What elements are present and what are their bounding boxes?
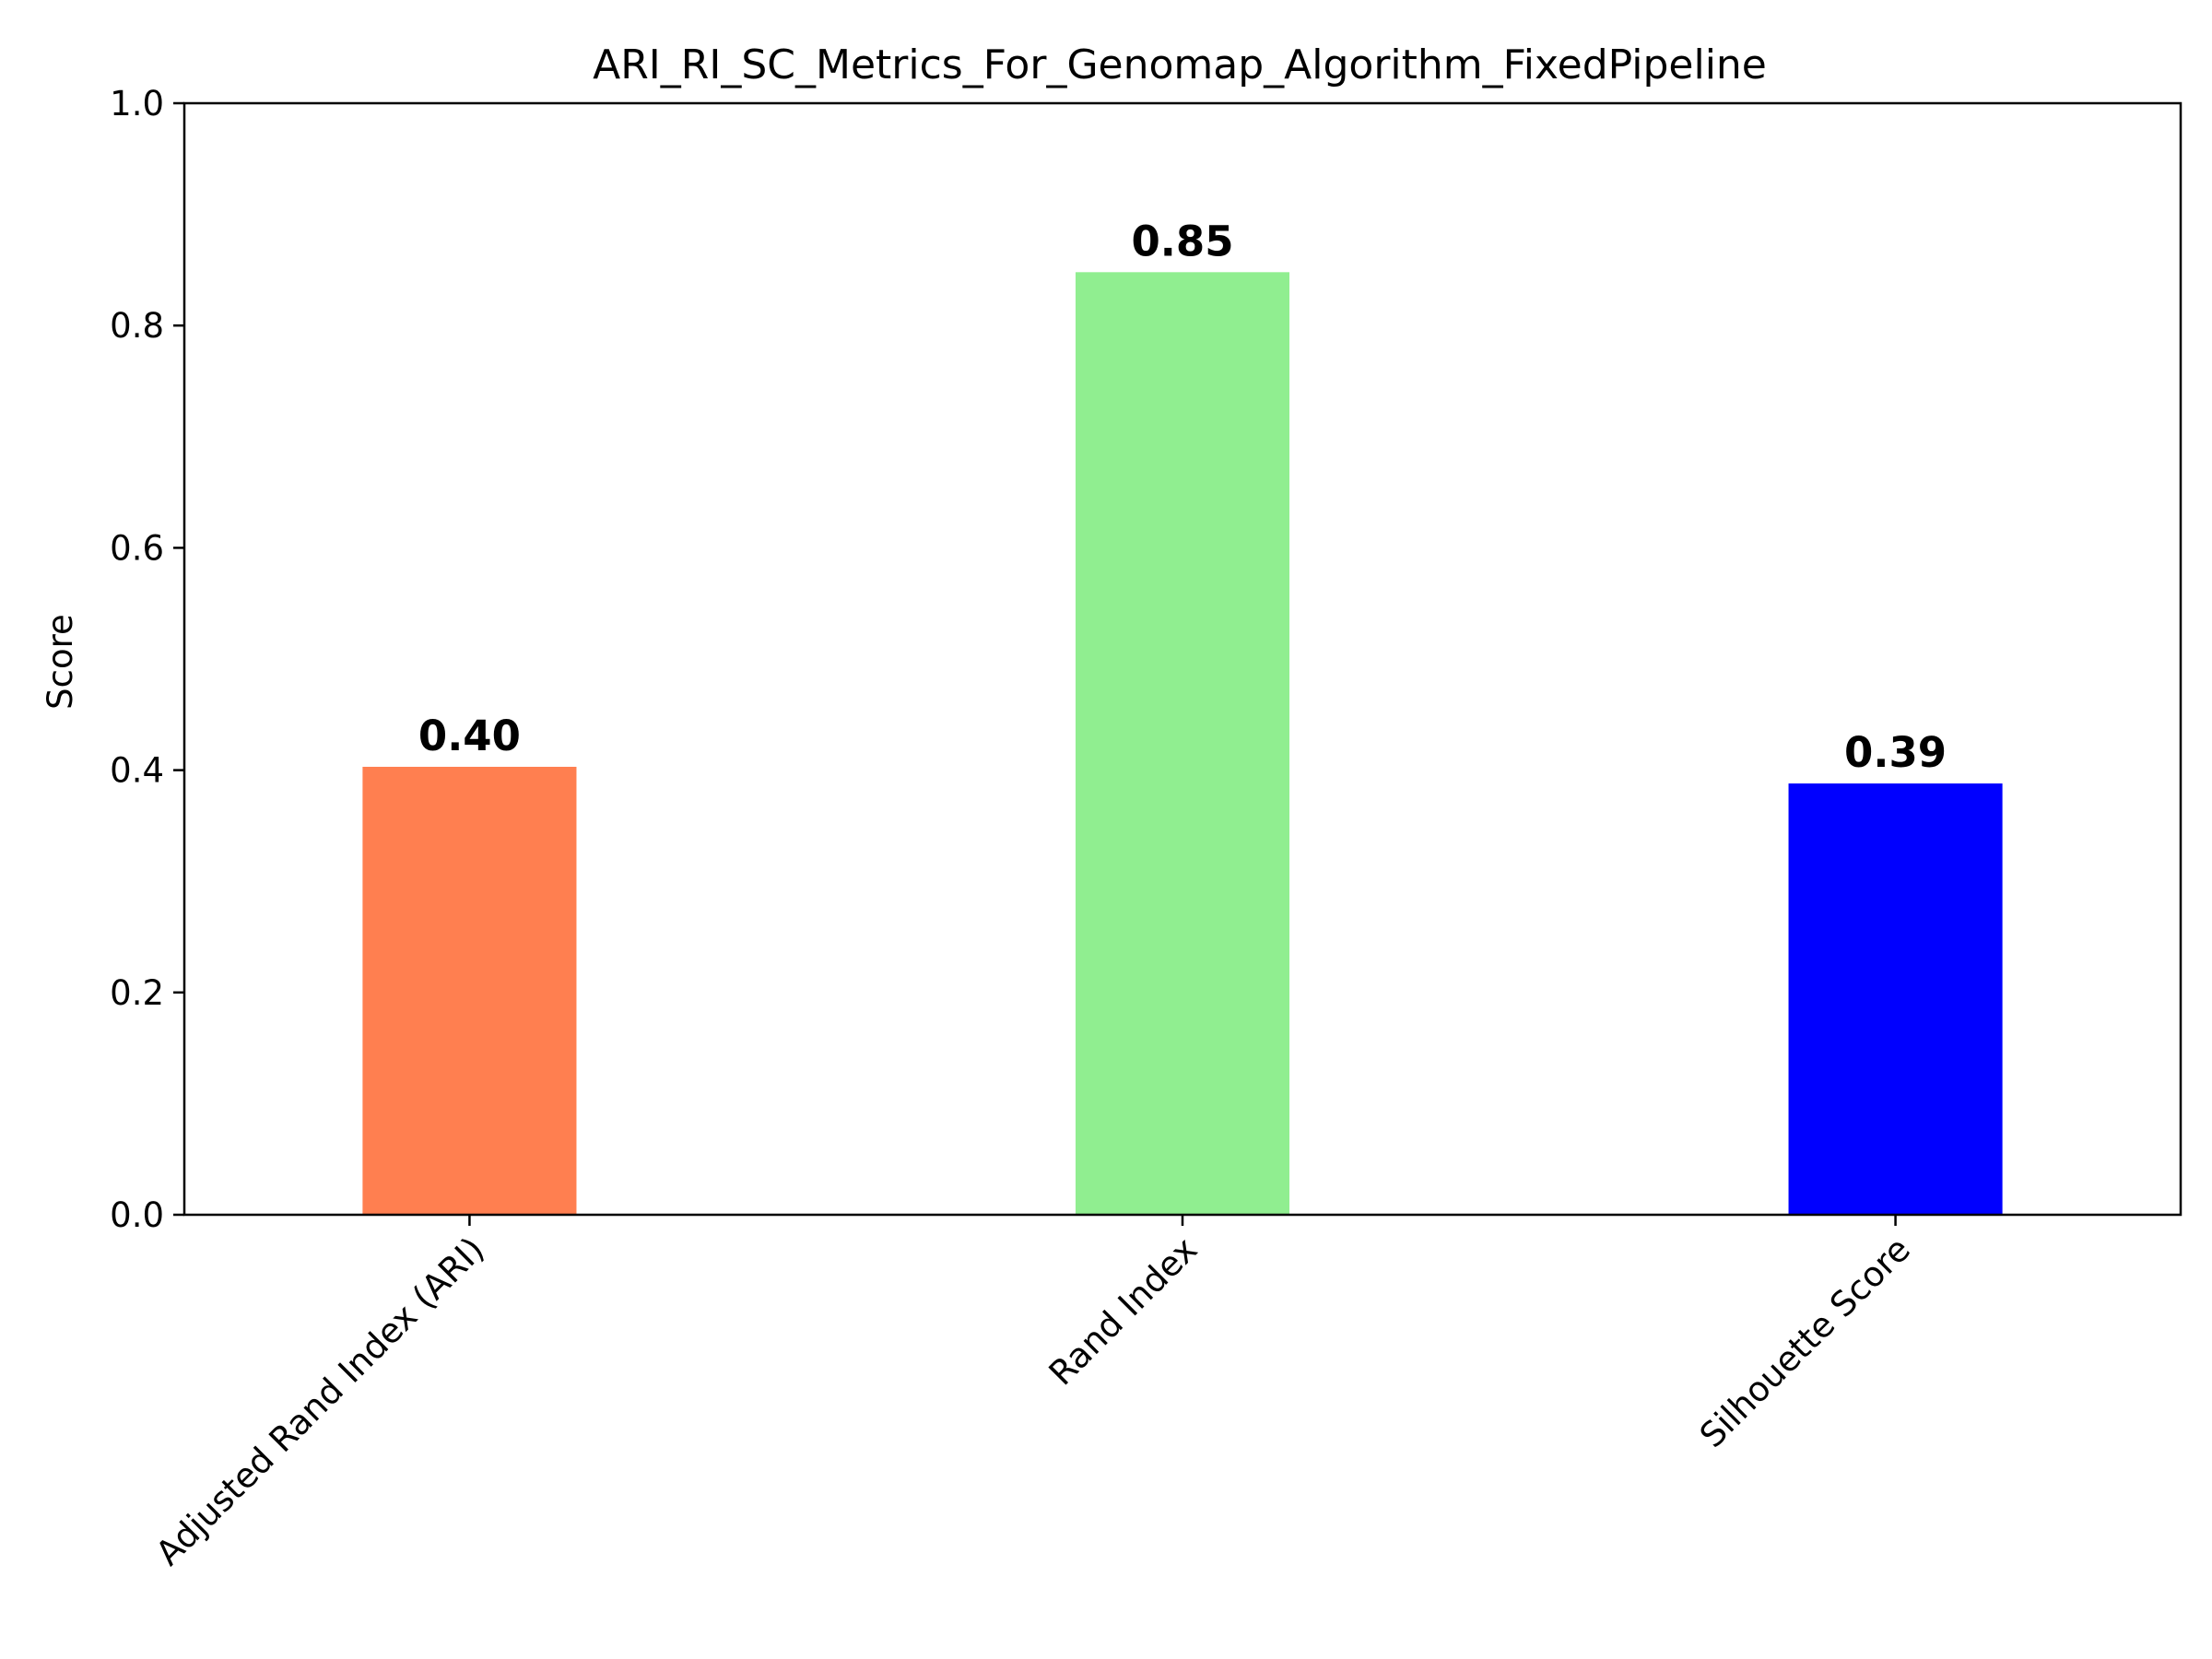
y-tick-label-0: 0.0 [110,1195,164,1235]
bars-layer: 0.40 0.85 0.39 [362,217,2003,1215]
y-tick-label-1: 0.2 [110,973,164,1013]
bar-1 [1075,272,1290,1215]
plot-frame [182,101,2183,1217]
bar-0 [362,766,577,1215]
y-tick-label-2: 0.4 [110,751,164,791]
y-tick-label-5: 1.0 [110,84,164,124]
value-label-0: 0.40 [418,712,521,760]
value-label-1: 0.85 [1131,217,1233,265]
y-tick-label-3: 0.6 [110,528,164,568]
value-label-2: 0.39 [1844,728,1947,777]
y-tick-label-4: 0.8 [110,306,164,346]
y-axis-label: Score [41,614,80,710]
bar-2 [1788,783,2003,1215]
chart-title: ARI_RI_SC_Metrics_For_Genomap_Algorithm_… [593,41,1767,88]
